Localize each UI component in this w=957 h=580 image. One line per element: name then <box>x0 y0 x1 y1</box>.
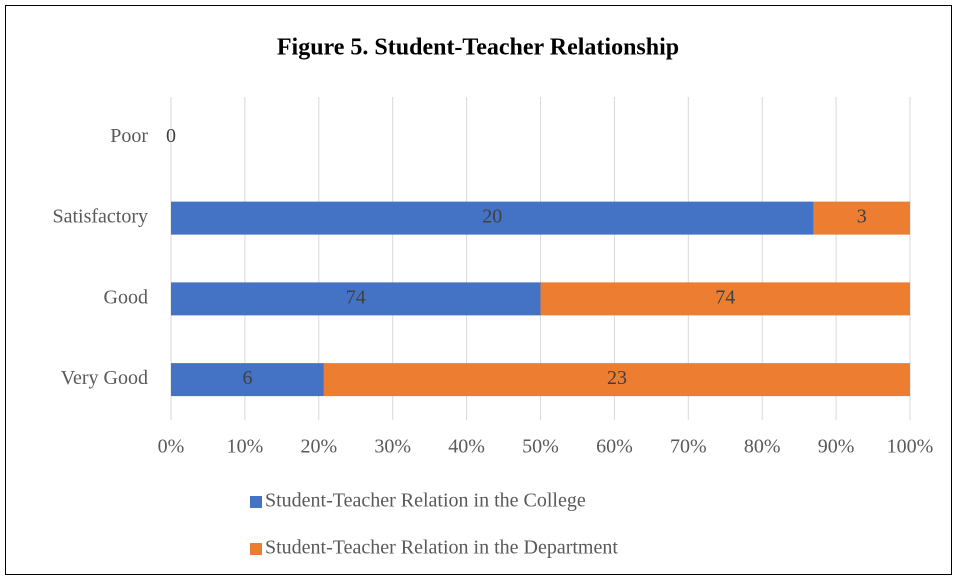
x-tick-label: 80% <box>744 436 781 458</box>
x-tick-label: 60% <box>596 436 633 458</box>
x-tick-label: 50% <box>522 436 559 458</box>
x-tick-label: 10% <box>227 436 264 458</box>
data-label: 6 <box>242 367 252 389</box>
bar-segment <box>813 201 910 235</box>
x-tick-label: 0% <box>158 436 185 458</box>
legend-swatch <box>250 496 262 508</box>
data-label: 23 <box>607 367 627 389</box>
bar-segment <box>171 363 324 397</box>
x-tick-label: 100% <box>887 436 934 458</box>
x-tick-label: 30% <box>374 436 411 458</box>
legend-swatch <box>250 543 262 555</box>
bar-segment <box>540 282 910 316</box>
bar-segment <box>171 282 541 316</box>
x-tick-label: 20% <box>300 436 337 458</box>
y-tick-label: Good <box>104 286 148 308</box>
y-tick-label: Very Good <box>61 367 148 389</box>
bar-segment <box>171 201 814 235</box>
y-tick-label: Poor <box>110 125 148 147</box>
legend-label: Student-Teacher Relation in the Departme… <box>265 537 618 559</box>
x-tick-label: 40% <box>448 436 485 458</box>
data-label: 74 <box>715 286 735 308</box>
data-label: 3 <box>857 206 867 228</box>
chart-title: Figure 5. Student-Teacher Relationship <box>277 35 679 61</box>
data-label: 20 <box>482 206 502 228</box>
bar-segment <box>323 363 910 397</box>
y-tick-label: Satisfactory <box>52 206 148 228</box>
data-label: 0 <box>166 125 176 147</box>
legend-label: Student-Teacher Relation in the College <box>265 490 586 512</box>
x-tick-label: 90% <box>818 436 855 458</box>
data-label: 74 <box>346 286 366 308</box>
x-tick-label: 70% <box>670 436 707 458</box>
